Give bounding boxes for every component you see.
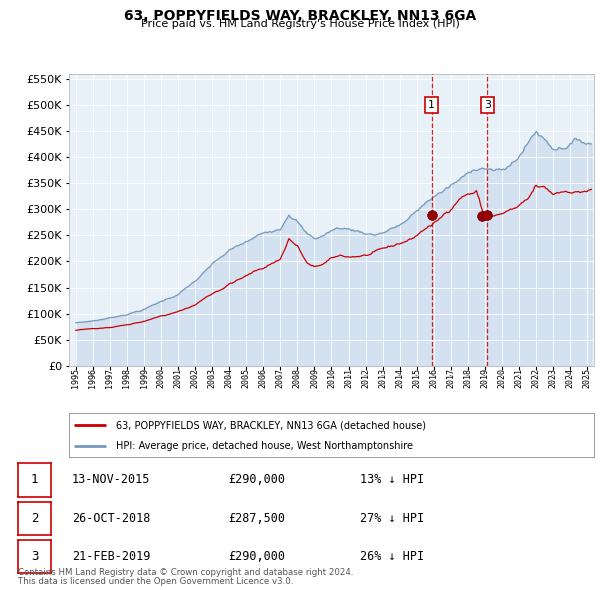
Text: 1997: 1997: [106, 368, 115, 388]
Text: 63, POPPYFIELDS WAY, BRACKLEY, NN13 6GA (detached house): 63, POPPYFIELDS WAY, BRACKLEY, NN13 6GA …: [116, 421, 426, 430]
Text: 2020: 2020: [497, 368, 506, 388]
Text: 1996: 1996: [88, 368, 97, 388]
Text: 2: 2: [31, 512, 38, 525]
Text: 2025: 2025: [583, 368, 592, 388]
Text: 2000: 2000: [157, 368, 166, 388]
Text: 2011: 2011: [344, 368, 353, 388]
Text: 2001: 2001: [173, 368, 182, 388]
Text: £287,500: £287,500: [228, 512, 285, 525]
Text: 2010: 2010: [327, 368, 336, 388]
Text: 2021: 2021: [514, 368, 523, 388]
Text: 2018: 2018: [463, 368, 472, 388]
Text: 1: 1: [428, 100, 435, 110]
Text: 2004: 2004: [225, 368, 234, 388]
Text: 26-OCT-2018: 26-OCT-2018: [72, 512, 151, 525]
Text: 2007: 2007: [276, 368, 285, 388]
Text: 2003: 2003: [208, 368, 217, 388]
Text: £290,000: £290,000: [228, 473, 285, 487]
Text: 26% ↓ HPI: 26% ↓ HPI: [360, 550, 424, 563]
Text: 2016: 2016: [429, 368, 438, 388]
Text: 2008: 2008: [293, 368, 302, 388]
Text: 2019: 2019: [481, 368, 490, 388]
Text: 1995: 1995: [71, 368, 80, 388]
Text: 63, POPPYFIELDS WAY, BRACKLEY, NN13 6GA: 63, POPPYFIELDS WAY, BRACKLEY, NN13 6GA: [124, 9, 476, 23]
Text: 3: 3: [31, 550, 38, 563]
Text: Contains HM Land Registry data © Crown copyright and database right 2024.: Contains HM Land Registry data © Crown c…: [18, 568, 353, 577]
Text: 2017: 2017: [446, 368, 455, 388]
Text: 2012: 2012: [361, 368, 370, 388]
Text: 1: 1: [31, 473, 38, 487]
Text: 2005: 2005: [242, 368, 251, 388]
Text: 2015: 2015: [412, 368, 421, 388]
Text: 1999: 1999: [140, 368, 149, 388]
Text: 2024: 2024: [566, 368, 575, 388]
Text: 1998: 1998: [122, 368, 131, 388]
Text: 3: 3: [484, 100, 491, 110]
Text: 13% ↓ HPI: 13% ↓ HPI: [360, 473, 424, 487]
Text: 2022: 2022: [532, 368, 541, 388]
Text: This data is licensed under the Open Government Licence v3.0.: This data is licensed under the Open Gov…: [18, 577, 293, 586]
Text: HPI: Average price, detached house, West Northamptonshire: HPI: Average price, detached house, West…: [116, 441, 413, 451]
Text: 2014: 2014: [395, 368, 404, 388]
Text: 2009: 2009: [310, 368, 319, 388]
Text: 2013: 2013: [378, 368, 387, 388]
Text: Price paid vs. HM Land Registry's House Price Index (HPI): Price paid vs. HM Land Registry's House …: [140, 19, 460, 29]
Text: 21-FEB-2019: 21-FEB-2019: [72, 550, 151, 563]
Text: 2006: 2006: [259, 368, 268, 388]
Text: 2002: 2002: [191, 368, 200, 388]
Text: 13-NOV-2015: 13-NOV-2015: [72, 473, 151, 487]
Text: £290,000: £290,000: [228, 550, 285, 563]
Text: 27% ↓ HPI: 27% ↓ HPI: [360, 512, 424, 525]
Text: 2023: 2023: [548, 368, 557, 388]
